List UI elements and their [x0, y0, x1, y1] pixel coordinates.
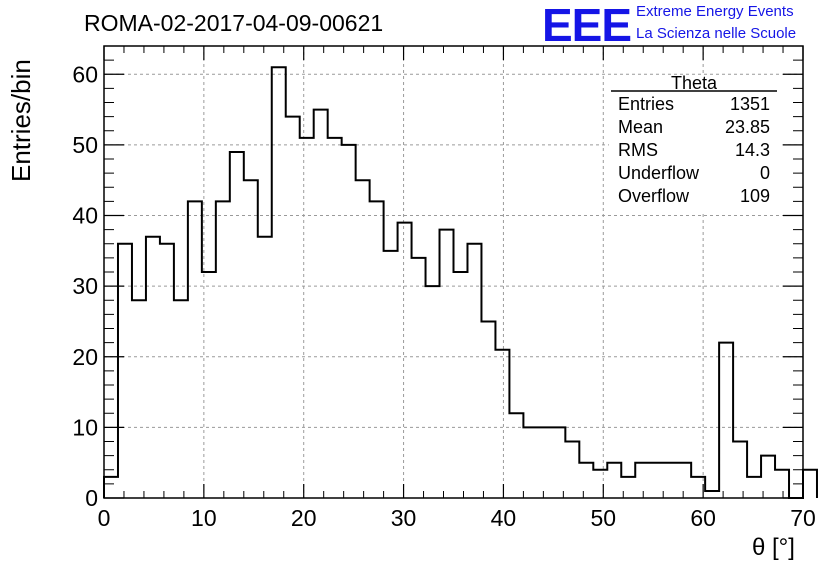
stats-row-value: 1351	[730, 94, 770, 114]
histogram-bin	[286, 117, 300, 498]
x-tick-label: 10	[191, 505, 217, 531]
axis-ticks	[103, 45, 804, 499]
histogram-bin	[342, 145, 356, 498]
histogram-bin	[104, 477, 118, 498]
x-axis-label: θ [°]	[752, 534, 795, 561]
stats-row-label: Entries	[618, 94, 674, 114]
tick-labels: 0 10 20 30 40 50 60 70 0 10 20 30 40 50 60	[72, 61, 815, 531]
histogram-bin	[565, 442, 579, 499]
histogram-bin	[384, 251, 398, 498]
plot-frame	[103, 45, 804, 499]
x-tick-label: 20	[291, 505, 317, 531]
y-tick-label: 60	[72, 61, 98, 87]
histogram-bin	[300, 138, 314, 498]
histogram-bin	[258, 237, 272, 498]
logo-line-1: Extreme Energy Events	[636, 3, 794, 20]
histogram-bin	[537, 427, 551, 498]
stats-row-value: 14.3	[735, 140, 770, 160]
stats-row-label: RMS	[618, 140, 658, 160]
x-tick-label: 40	[491, 505, 517, 531]
histogram-bin	[188, 201, 202, 498]
histogram-bin	[607, 463, 621, 498]
histogram-bin	[705, 491, 719, 498]
stats-row-label: Underflow	[618, 163, 700, 183]
page-title: ROMA-02-2017-04-09-00621	[84, 10, 384, 36]
histogram-bin	[230, 152, 244, 498]
histogram-bin	[370, 201, 384, 498]
grid-lines	[104, 46, 803, 498]
histogram-bin	[272, 67, 286, 498]
histogram-bin	[677, 463, 691, 498]
histogram-bin	[160, 244, 174, 498]
y-tick-label: 0	[85, 485, 98, 511]
y-tick-label: 30	[72, 273, 98, 299]
x-tick-label: 30	[391, 505, 417, 531]
y-tick-label: 10	[72, 414, 98, 440]
histogram-bin	[398, 223, 412, 498]
x-tick-label: 50	[590, 505, 616, 531]
histogram-bin	[635, 463, 649, 498]
y-tick-label: 20	[72, 344, 98, 370]
histogram-bin	[733, 442, 747, 499]
y-axis-label: Entries/bin	[6, 59, 36, 182]
histogram-bin	[146, 237, 160, 498]
histogram-bin	[775, 470, 789, 498]
stats-title: Theta	[671, 73, 718, 93]
histogram-bin	[356, 180, 370, 498]
histogram-bin	[593, 470, 607, 498]
x-tick-label: 0	[98, 505, 111, 531]
histogram-bin	[467, 244, 481, 498]
stats-row-label: Overflow	[618, 186, 690, 206]
histogram-bin	[412, 258, 426, 498]
x-tick-label: 60	[690, 505, 716, 531]
histogram-bin	[495, 350, 509, 498]
histogram-bin	[551, 427, 565, 498]
logo-line-2: La Scienza nelle Scuole	[636, 25, 797, 42]
histogram-bin	[747, 477, 761, 498]
stats-box: Theta Entries 1351 Mean 23.85 RMS 14.3 Underfl…	[609, 73, 779, 212]
stats-row-value: 0	[760, 163, 770, 183]
histogram-bin	[649, 463, 663, 498]
stats-row-value: 23.85	[725, 117, 770, 137]
histogram-bin	[314, 110, 328, 498]
histogram-bin	[440, 230, 454, 498]
histogram-bin	[579, 463, 593, 498]
histogram-bin	[719, 343, 733, 498]
eee-logo: EEE	[542, 0, 632, 51]
histogram-bin	[426, 286, 440, 498]
histogram-outline	[103, 66, 818, 499]
x-tick-label: 70	[790, 505, 816, 531]
histogram-bin	[328, 138, 342, 498]
histogram-bin	[244, 180, 258, 498]
histogram-bin	[523, 427, 537, 498]
histogram-bin	[216, 201, 230, 498]
histogram-bin	[118, 244, 132, 498]
stats-row-label: Mean	[618, 117, 663, 137]
histogram-bin	[132, 300, 146, 498]
histogram-bin	[663, 463, 677, 498]
stats-row-value: 109	[740, 186, 770, 206]
histogram-bin	[481, 321, 495, 498]
histogram-bin	[174, 300, 188, 498]
y-tick-label: 40	[72, 203, 98, 229]
y-tick-label: 50	[72, 132, 98, 158]
histogram-bin	[454, 272, 468, 498]
histogram-bin	[509, 413, 523, 498]
histogram-bin	[803, 470, 817, 498]
